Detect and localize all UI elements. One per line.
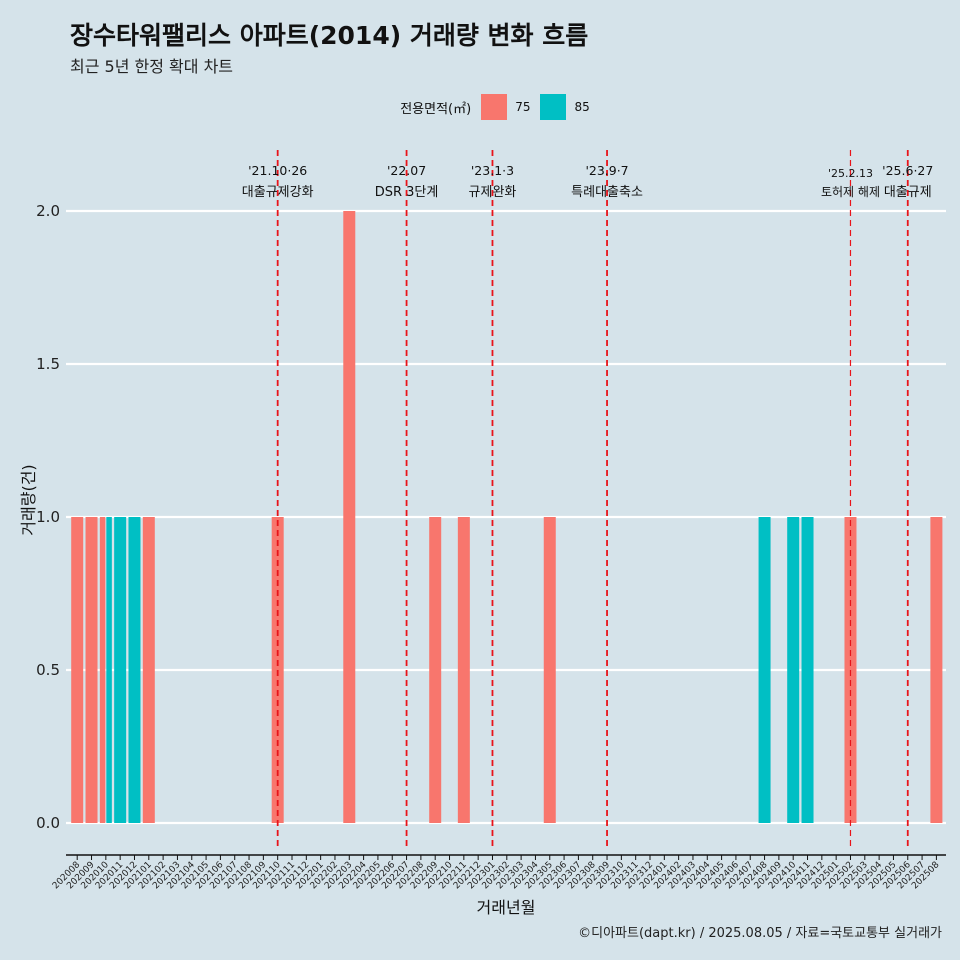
bar-202305-75 <box>543 517 556 823</box>
event-date-label: '22.07 <box>387 163 426 178</box>
legend-title: 전용면적(㎡) <box>400 101 472 117</box>
event-name-label: 특례대출축소 <box>571 185 643 200</box>
bar-202408-85 <box>758 517 771 823</box>
y-tick-label: 0.5 <box>36 661 60 679</box>
chart-title: 장수타워팰리스 아파트(2014) 거래량 변화 흐름 <box>70 21 589 50</box>
bar-202411-85 <box>801 517 814 823</box>
legend: 전용면적(㎡) 75 85 <box>0 93 960 121</box>
bar-202209-75 <box>429 517 442 823</box>
bar-202101-75 <box>142 517 155 823</box>
event-date-label: '23.1·3 <box>471 163 514 178</box>
bar-202009-75 <box>85 517 98 823</box>
event-name-label: 토허제 해제 <box>821 185 880 199</box>
event-date-label: '25.2.13 <box>828 167 873 180</box>
event-name-label: 대출규제 <box>884 185 932 200</box>
bar-202203-75 <box>343 211 356 823</box>
y-tick-label: 1.0 <box>36 508 60 526</box>
source-caption: ©디아파트(dapt.kr) / 2025.08.05 / 자료=국토교통부 실… <box>578 926 942 941</box>
bar-202211-75 <box>457 517 470 823</box>
y-tick-label: 1.5 <box>36 355 60 373</box>
bar-202508-75 <box>930 517 943 823</box>
legend-key-75 <box>481 94 508 120</box>
event-date-label: '23.9·7 <box>585 163 628 178</box>
bar-202012-85 <box>128 517 141 823</box>
event-name-label: 규제완화 <box>469 185 517 200</box>
bar-202008-75 <box>71 517 84 823</box>
event-date-label: '25.6·27 <box>882 163 933 178</box>
bar-202011-85 <box>114 517 127 823</box>
legend-label-85: 85 <box>574 100 590 114</box>
legend-label-75: 75 <box>515 100 531 114</box>
event-name-label: 대출규제강화 <box>242 185 314 200</box>
event-name-label: DSR 3단계 <box>375 185 439 200</box>
bar-202410-85 <box>787 517 800 823</box>
y-tick-label: 0.0 <box>36 814 60 832</box>
y-tick-label: 2.0 <box>36 202 60 220</box>
x-axis-title: 거래년월 <box>477 898 536 917</box>
chart-subtitle: 최근 5년 한정 확대 차트 <box>70 57 234 76</box>
event-date-label: '21.10·26 <box>248 163 307 178</box>
bar-202010-85 <box>106 517 112 823</box>
bar-202010-75 <box>99 517 106 823</box>
y-axis-title: 거래량(건) <box>19 464 38 535</box>
legend-key-85 <box>540 94 567 120</box>
